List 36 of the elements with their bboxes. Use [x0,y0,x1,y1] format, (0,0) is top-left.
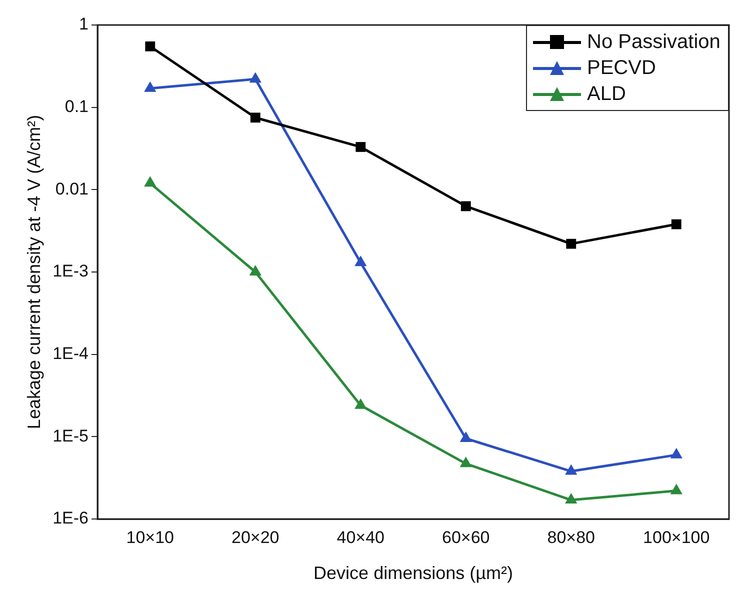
legend-label: No Passivation [587,30,720,54]
point [460,201,471,212]
point [354,256,367,266]
x-tick-label: 10×10 [126,528,174,547]
y-tick-label: 1E-3 [52,262,89,281]
x-tick-label: 100×100 [643,528,710,547]
point [565,493,578,504]
point [460,432,472,442]
y-axis-title: Leakage current density at -4 V (A/cm²) [24,114,44,430]
point [144,176,156,187]
y-tick-label: 1E-4 [52,344,89,364]
y-tick-label: 1 [79,14,89,34]
y-tick-label: 0.01 [55,179,89,198]
x-axis-title: Device dimensions (µm²) [314,563,513,584]
y-tick-label: 1E-6 [52,508,89,528]
point [670,484,682,494]
point [249,265,262,276]
x-tick-label: 40×40 [336,528,385,547]
point [145,41,156,52]
legend-label: ALD [587,82,626,106]
point [670,448,682,458]
x-tick-label: 80×80 [547,528,595,547]
legend-label: PECVD [587,56,656,80]
point [671,219,682,230]
y-tick-label: 1E-5 [52,426,89,446]
point [356,142,366,152]
x-tick-label: 60×60 [442,528,490,547]
point [144,81,156,92]
point [249,72,262,83]
point [354,398,367,409]
point [460,456,472,468]
x-tick-label: 20×20 [232,528,280,547]
y-tick-label: 0.1 [64,97,89,116]
point [565,464,578,475]
point [566,238,576,249]
point [250,112,260,123]
